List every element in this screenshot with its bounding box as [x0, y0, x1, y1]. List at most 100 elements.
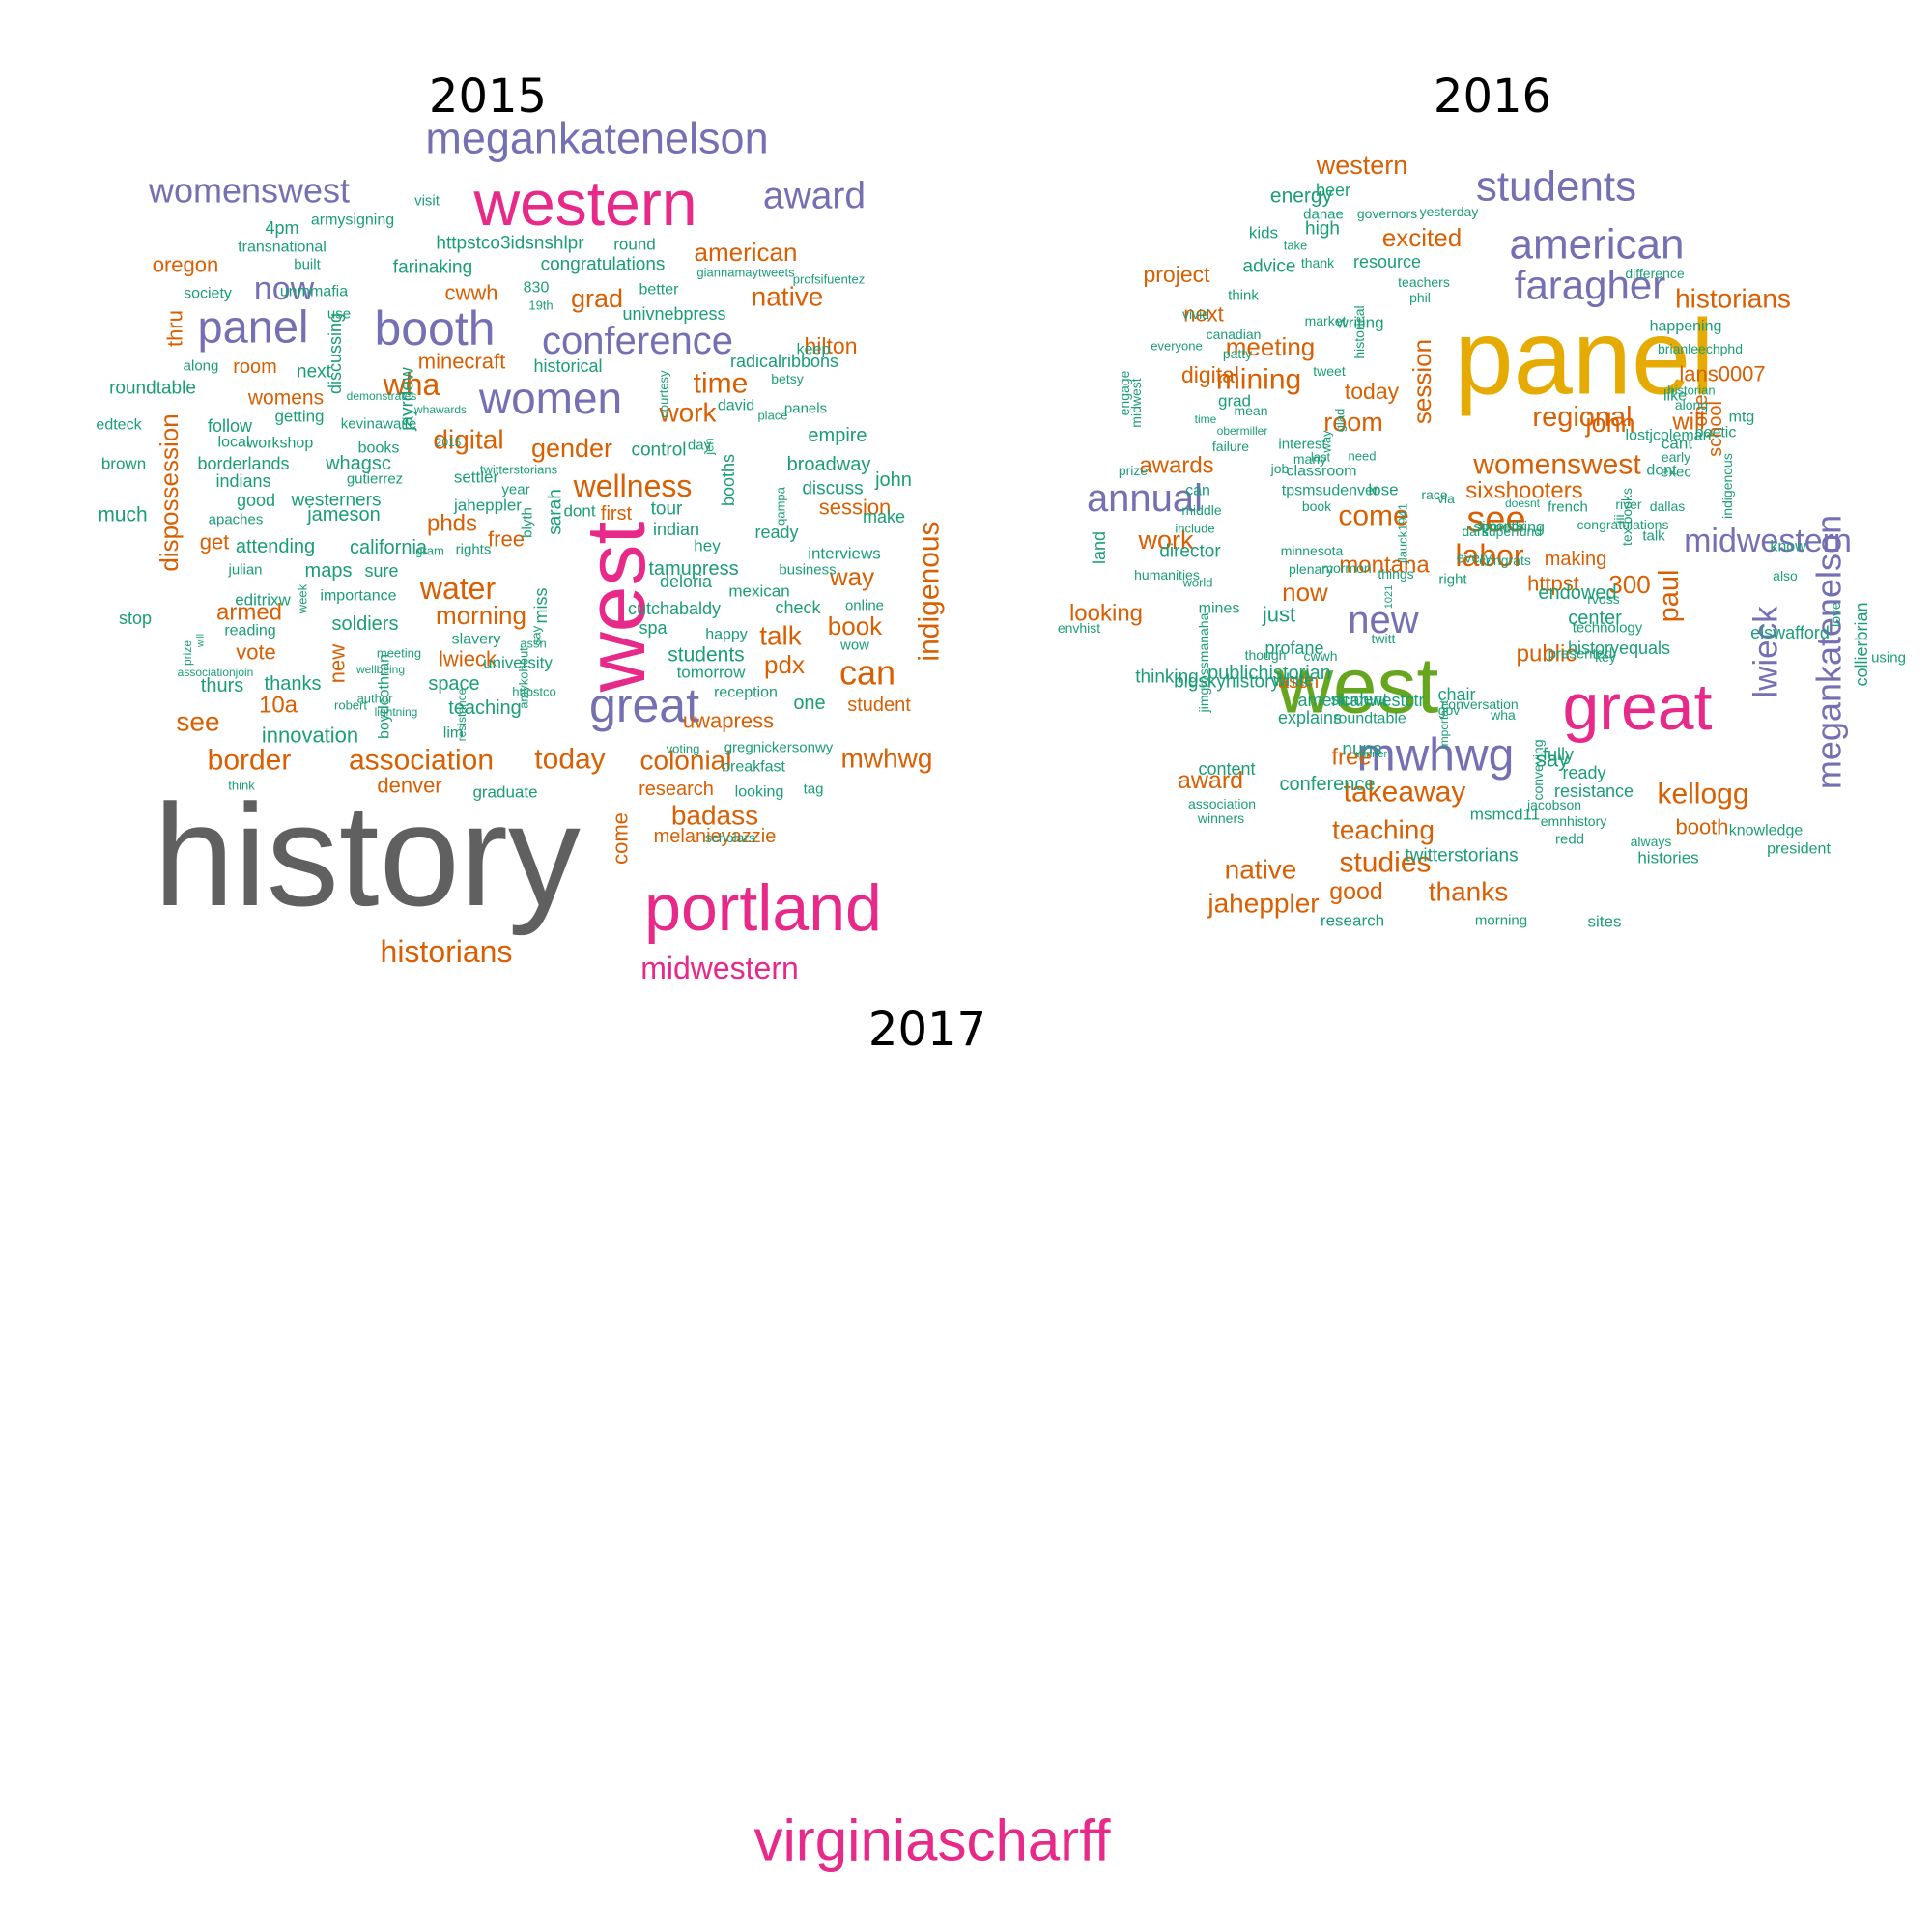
word-dallas: dallas	[1650, 498, 1686, 514]
word-dont: dont	[1646, 463, 1677, 479]
word-univnebpress: univnebpress	[622, 304, 725, 324]
word-now: now	[1282, 578, 1328, 607]
word-poetic: poetic	[1695, 425, 1737, 441]
word-see: see	[1466, 499, 1525, 540]
word-visit: visit	[414, 193, 440, 210]
word-meeting: meeting	[1226, 332, 1316, 361]
word-historian: historian	[1667, 384, 1715, 398]
word-resource: resource	[1353, 252, 1421, 271]
word-tweet: tweet	[1313, 363, 1346, 379]
word-see: see	[176, 707, 219, 737]
word-minnesota: minnesota	[1281, 543, 1344, 558]
word-mines: mines	[1199, 601, 1240, 617]
word-follow: follow	[208, 416, 253, 436]
wordcloud-panel-2015: 2015 history west western portland great mega…	[0, 0, 966, 985]
word-spa: spa	[639, 618, 668, 638]
word-historical: historical	[1351, 305, 1367, 358]
word-oregon: oregon	[153, 253, 219, 277]
word-books: books	[358, 440, 400, 457]
word-reading: reading	[224, 623, 275, 639]
word-mexican: mexican	[728, 582, 789, 601]
word-free: free	[1331, 745, 1371, 771]
word-denver: denver	[377, 774, 441, 798]
word-public: public	[1517, 641, 1577, 668]
word-twitterstorians: twitterstorians	[480, 463, 558, 477]
word-lwieck: lwieck	[1747, 606, 1785, 698]
word-emnhistory: emnhistory	[1541, 813, 1606, 829]
word-john: john	[874, 469, 912, 491]
word-book: book	[1302, 498, 1332, 514]
word-make: make	[863, 507, 905, 526]
word-danae: danae	[1303, 207, 1344, 223]
word-faragher: faragher	[1515, 263, 1665, 308]
word-courtesy: courtesy	[657, 370, 671, 418]
word-wha: wha	[1490, 707, 1516, 723]
word-wellbeing: wellbeing	[355, 663, 405, 676]
word-one: one	[1690, 394, 1712, 426]
word-limerick: limerick	[1479, 518, 1525, 533]
word-time: time	[694, 368, 749, 400]
word-edteck: edteck	[96, 417, 142, 434]
word-sarah: sarah	[546, 489, 566, 535]
word-tag: tag	[804, 781, 824, 798]
word-midwest: midwest	[1128, 378, 1144, 427]
word-megankatenelson: megankatenelson	[1809, 515, 1849, 789]
word-gregnickersonwy: gregnickersonwy	[724, 740, 834, 756]
word-labor: labor	[1455, 538, 1524, 573]
word-everyone: everyone	[1151, 339, 1202, 354]
word-like: like	[1663, 388, 1687, 405]
word-envhist: envhist	[1058, 620, 1100, 636]
word-sites: sites	[1588, 913, 1622, 931]
word-american: american	[1510, 221, 1685, 269]
word-panel: panel	[198, 301, 309, 353]
word-can: can	[1185, 483, 1210, 499]
word-conveying: conveying	[1530, 739, 1546, 800]
word-armed: armed	[216, 600, 282, 626]
word-wellness: wellness	[573, 469, 693, 503]
word-congratulations: congratulations	[541, 255, 666, 275]
word-women: women	[478, 373, 622, 423]
word-robert: robert	[334, 698, 367, 713]
word-profane: profane	[1264, 639, 1323, 658]
word-day: day	[688, 438, 712, 454]
word-control: control	[631, 440, 686, 461]
word-editrixw: editrixw	[235, 591, 291, 610]
word-dispossession: dispossession	[155, 413, 184, 571]
word-jaheppler: jaheppler	[453, 497, 522, 515]
word-transnational: transnational	[238, 240, 327, 256]
word-always: always	[1631, 834, 1672, 849]
word-vote: vote	[236, 640, 276, 665]
word-uwapress: uwapress	[683, 709, 774, 733]
word-colonial: colonial	[640, 746, 732, 776]
word-session: session	[819, 496, 892, 520]
year-title-2017: 2017	[867, 1003, 987, 1057]
wordcloud-panel-2017: 2017 virginiascharffwesternpublicgreatne…	[0, 985, 1932, 1932]
word-megankatenelson: megankatenelson	[425, 114, 768, 163]
word-stop: stop	[119, 609, 152, 628]
word-publichistorian: publichistorian	[1208, 663, 1331, 684]
word-assn: assn	[1278, 671, 1319, 693]
word-research: research	[1321, 912, 1384, 930]
word-julian: julian	[227, 562, 262, 579]
word-david: david	[718, 398, 754, 414]
word-need: need	[1349, 449, 1377, 464]
word-today: today	[534, 744, 605, 776]
word-brown: brown	[101, 455, 146, 473]
word-room: room	[233, 356, 277, 378]
wordcloud-2015: history west western portland great megankate…	[96, 114, 946, 986]
word-soldiers: soldiers	[332, 613, 399, 635]
word-indigenous: indigenous	[914, 521, 946, 661]
word-lightning: lightning	[375, 705, 418, 719]
word-award: award	[763, 176, 866, 217]
word-vivid: vivid	[1182, 306, 1209, 322]
word-roundtable: roundtable	[109, 379, 196, 399]
word-native: native	[1225, 855, 1297, 885]
word-keep: keep	[797, 342, 831, 358]
word-httpst: httpst	[1527, 572, 1579, 596]
word-director: director	[1159, 542, 1221, 562]
word-elswafford: elswafford	[1750, 623, 1830, 642]
word-glad: glad	[1333, 409, 1348, 433]
word-endowed: endowed	[1538, 582, 1616, 604]
word-womens: womens	[247, 387, 324, 410]
word-conversation: conversation	[1441, 696, 1518, 712]
